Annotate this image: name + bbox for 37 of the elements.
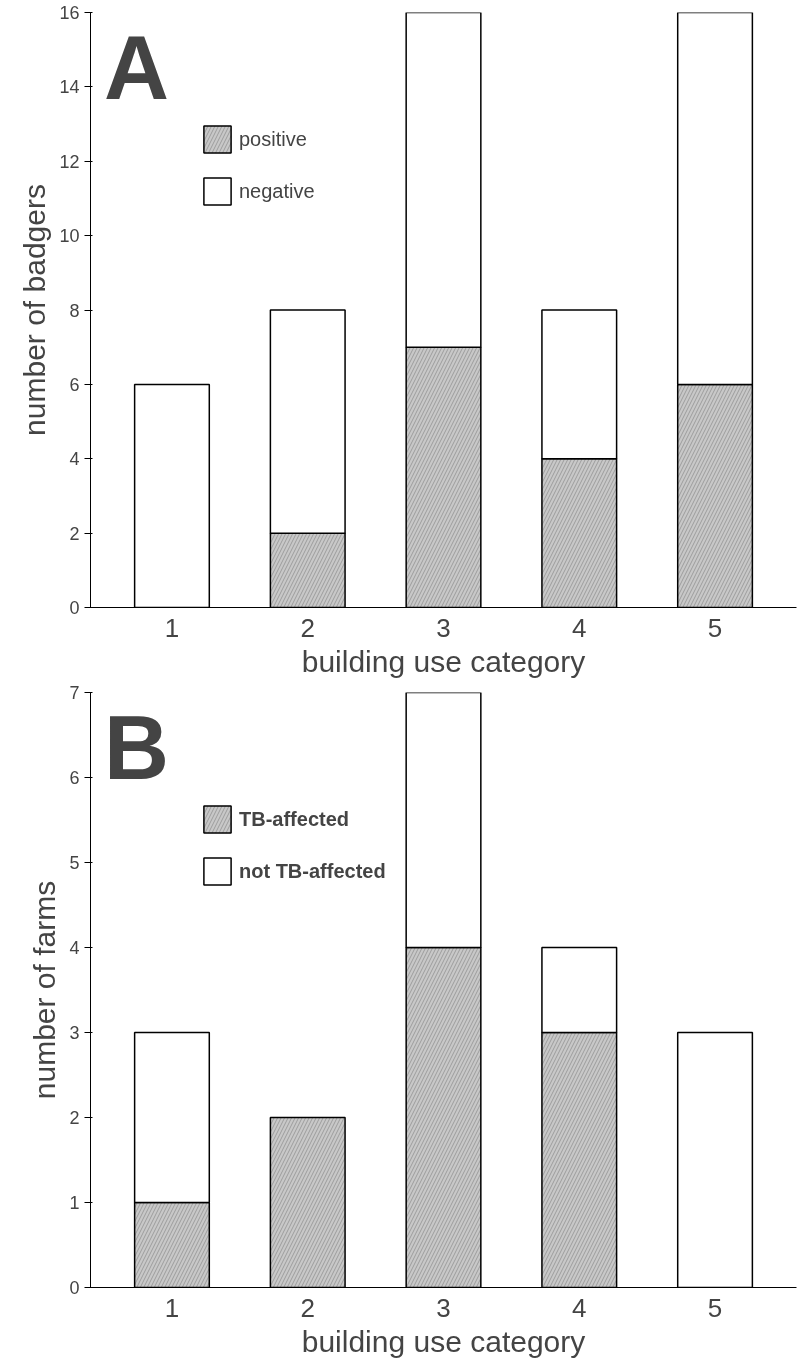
x-tick-label: 1 <box>164 1292 180 1323</box>
x-tick-label: 4 <box>572 1292 587 1323</box>
legend-label: negative <box>239 179 315 203</box>
x-axis-title: building use category <box>301 644 586 678</box>
chart-title: A <box>104 17 170 118</box>
y-axis-title: number of badgers <box>18 184 52 436</box>
y-tick-label: 12 <box>59 151 80 172</box>
y-tick-label: 3 <box>69 1023 80 1043</box>
y-tick-label: 10 <box>59 226 80 247</box>
y-tick-label: 5 <box>69 853 80 873</box>
y-tick-label: 4 <box>69 938 80 958</box>
y-tick-label: 2 <box>69 523 80 544</box>
x-axis-title: building use category <box>301 1324 586 1358</box>
x-tick-label: 4 <box>572 612 587 643</box>
legend-label: TB-affected <box>239 807 350 831</box>
x-tick-label: 3 <box>436 612 451 643</box>
y-tick-label: 0 <box>69 1278 80 1298</box>
y-tick-label: 16 <box>59 3 80 23</box>
y-tick-label: 4 <box>69 449 80 470</box>
y-tick-label: 1 <box>69 1193 80 1213</box>
x-tick-label: 5 <box>707 1292 723 1323</box>
y-tick-label: 14 <box>59 77 80 98</box>
legend-label: not TB-affected <box>239 859 386 883</box>
x-tick-label: 3 <box>436 1292 451 1323</box>
legend-label: positive <box>239 127 307 151</box>
y-tick-label: 6 <box>69 374 80 395</box>
y-tick-label: 0 <box>69 598 80 618</box>
y-tick-label: 6 <box>69 768 80 788</box>
y-tick-label: 7 <box>69 683 80 703</box>
y-tick-label: 2 <box>69 1108 80 1128</box>
x-tick-label: 2 <box>300 1292 315 1323</box>
y-tick-label: 8 <box>69 300 80 321</box>
x-tick-label: 2 <box>300 612 315 643</box>
y-axis-title: number of farms <box>28 880 62 1100</box>
x-tick-label: 1 <box>164 612 180 643</box>
chart-title: B <box>104 697 170 798</box>
x-tick-label: 5 <box>707 612 723 643</box>
